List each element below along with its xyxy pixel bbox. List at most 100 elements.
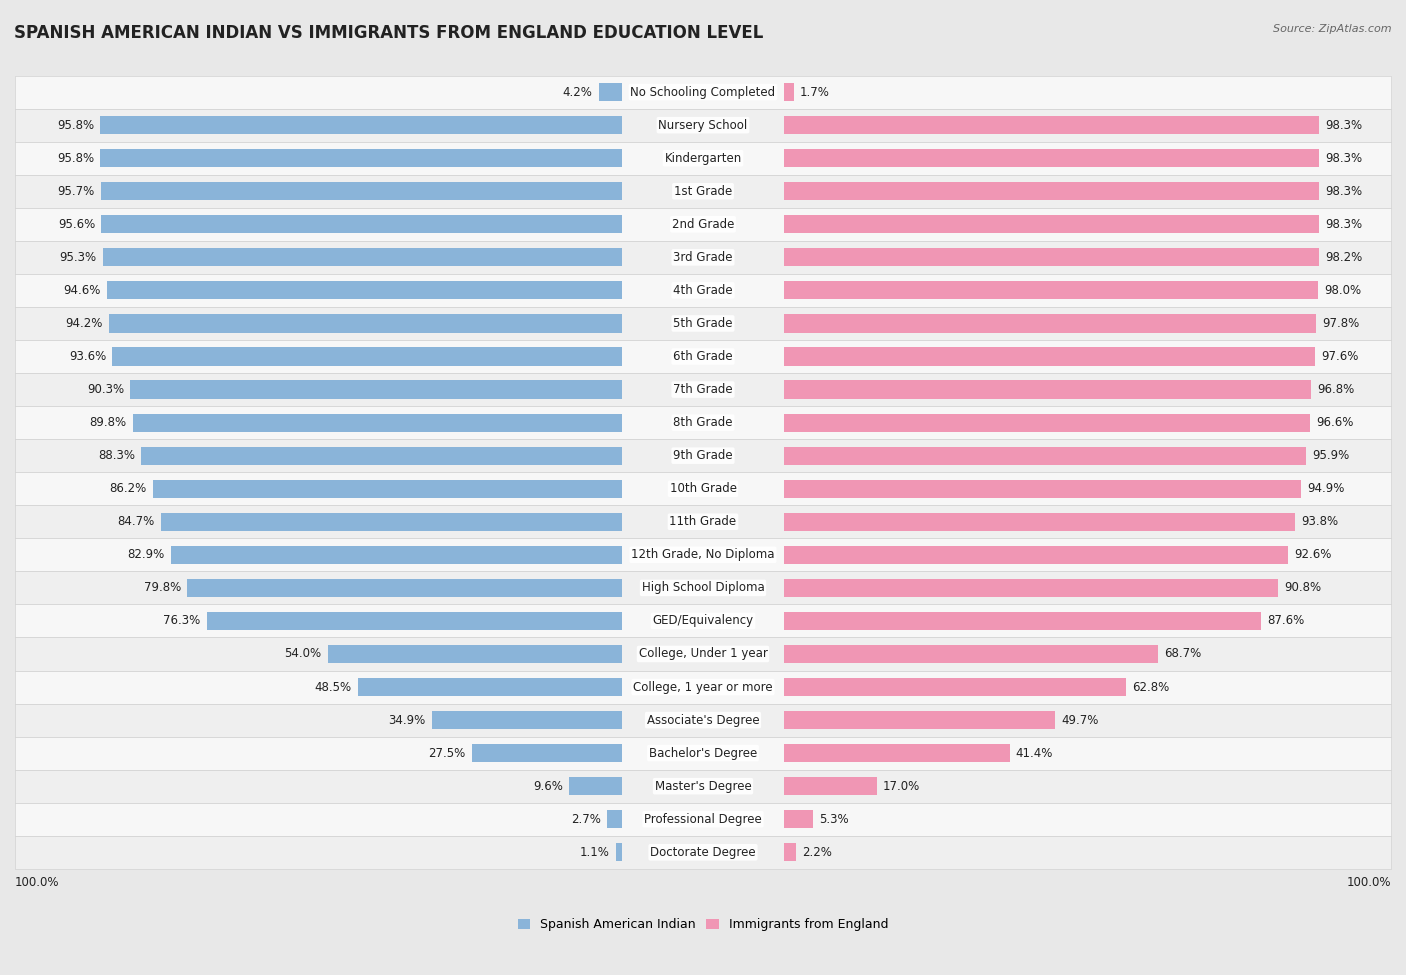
Text: 98.2%: 98.2% xyxy=(1324,251,1362,264)
Bar xyxy=(107,282,621,299)
Bar xyxy=(15,704,1391,736)
Bar xyxy=(785,810,813,829)
Bar xyxy=(134,413,621,432)
Bar xyxy=(785,347,1316,366)
Bar xyxy=(15,769,1391,802)
Bar xyxy=(785,282,1317,299)
Text: 95.6%: 95.6% xyxy=(58,217,96,231)
Bar xyxy=(100,116,621,135)
Bar xyxy=(785,644,1159,663)
Bar xyxy=(153,480,621,498)
Text: 90.8%: 90.8% xyxy=(1285,581,1322,595)
Text: 6th Grade: 6th Grade xyxy=(673,350,733,363)
Bar xyxy=(15,472,1391,505)
Text: 100.0%: 100.0% xyxy=(15,876,59,888)
Text: 90.3%: 90.3% xyxy=(87,383,124,396)
Text: 95.8%: 95.8% xyxy=(58,152,94,165)
Text: 95.9%: 95.9% xyxy=(1312,449,1350,462)
Text: 34.9%: 34.9% xyxy=(388,714,426,726)
Bar xyxy=(15,407,1391,439)
Bar xyxy=(15,836,1391,869)
Text: Master's Degree: Master's Degree xyxy=(655,780,751,793)
Text: 17.0%: 17.0% xyxy=(883,780,921,793)
Text: 9.6%: 9.6% xyxy=(533,780,564,793)
Bar xyxy=(785,182,1319,200)
Text: College, Under 1 year: College, Under 1 year xyxy=(638,647,768,660)
Text: Kindergarten: Kindergarten xyxy=(665,152,741,165)
Bar xyxy=(15,439,1391,472)
Text: 2.2%: 2.2% xyxy=(803,845,832,859)
Bar xyxy=(357,678,621,696)
Text: 68.7%: 68.7% xyxy=(1164,647,1202,660)
Text: GED/Equivalency: GED/Equivalency xyxy=(652,614,754,628)
Bar xyxy=(101,182,621,200)
Legend: Spanish American Indian, Immigrants from England: Spanish American Indian, Immigrants from… xyxy=(513,914,893,936)
Bar xyxy=(15,802,1391,836)
Text: 12th Grade, No Diploma: 12th Grade, No Diploma xyxy=(631,548,775,562)
Bar xyxy=(785,744,1010,762)
Bar xyxy=(432,711,621,729)
Bar xyxy=(15,571,1391,604)
Text: 10th Grade: 10th Grade xyxy=(669,483,737,495)
Text: 94.9%: 94.9% xyxy=(1308,483,1344,495)
Text: 1.1%: 1.1% xyxy=(579,845,609,859)
Bar xyxy=(569,777,621,796)
Text: 89.8%: 89.8% xyxy=(90,416,127,429)
Text: 11th Grade: 11th Grade xyxy=(669,515,737,528)
Bar xyxy=(785,83,793,101)
Bar xyxy=(785,711,1054,729)
Text: 95.3%: 95.3% xyxy=(59,251,97,264)
Text: 94.6%: 94.6% xyxy=(63,284,101,297)
Bar xyxy=(785,579,1278,597)
Bar xyxy=(785,249,1319,266)
Text: 4th Grade: 4th Grade xyxy=(673,284,733,297)
Text: No Schooling Completed: No Schooling Completed xyxy=(630,86,776,98)
Text: SPANISH AMERICAN INDIAN VS IMMIGRANTS FROM ENGLAND EDUCATION LEVEL: SPANISH AMERICAN INDIAN VS IMMIGRANTS FR… xyxy=(14,24,763,42)
Text: Professional Degree: Professional Degree xyxy=(644,813,762,826)
Text: 1st Grade: 1st Grade xyxy=(673,184,733,198)
Text: College, 1 year or more: College, 1 year or more xyxy=(633,681,773,693)
Text: 2nd Grade: 2nd Grade xyxy=(672,217,734,231)
Text: 4.2%: 4.2% xyxy=(562,86,592,98)
Bar xyxy=(785,149,1319,168)
Bar xyxy=(785,612,1261,630)
Text: 88.3%: 88.3% xyxy=(98,449,135,462)
Text: 95.8%: 95.8% xyxy=(58,119,94,132)
Bar xyxy=(785,480,1301,498)
Bar xyxy=(112,347,621,366)
Text: Nursery School: Nursery School xyxy=(658,119,748,132)
Bar xyxy=(15,76,1391,108)
Text: 79.8%: 79.8% xyxy=(143,581,181,595)
Text: Doctorate Degree: Doctorate Degree xyxy=(650,845,756,859)
Bar xyxy=(15,208,1391,241)
Bar xyxy=(131,380,621,399)
Bar xyxy=(607,810,621,829)
Bar xyxy=(15,736,1391,769)
Bar xyxy=(103,249,621,266)
Bar xyxy=(15,274,1391,307)
Bar xyxy=(15,141,1391,175)
Text: 3rd Grade: 3rd Grade xyxy=(673,251,733,264)
Bar xyxy=(785,413,1310,432)
Text: 48.5%: 48.5% xyxy=(315,681,352,693)
Bar xyxy=(785,380,1310,399)
Text: 95.7%: 95.7% xyxy=(58,184,94,198)
Bar xyxy=(15,307,1391,340)
Bar xyxy=(15,373,1391,407)
Text: 8th Grade: 8th Grade xyxy=(673,416,733,429)
Bar xyxy=(15,340,1391,373)
Bar xyxy=(15,175,1391,208)
Text: 82.9%: 82.9% xyxy=(127,548,165,562)
Bar xyxy=(785,513,1295,530)
Bar xyxy=(207,612,621,630)
Text: 94.2%: 94.2% xyxy=(66,317,103,330)
Bar xyxy=(110,314,621,332)
Text: 84.7%: 84.7% xyxy=(117,515,155,528)
Bar xyxy=(785,546,1288,564)
Text: 97.8%: 97.8% xyxy=(1323,317,1360,330)
Text: 49.7%: 49.7% xyxy=(1062,714,1098,726)
Text: 1.7%: 1.7% xyxy=(800,86,830,98)
Text: 98.3%: 98.3% xyxy=(1326,119,1362,132)
Text: 98.3%: 98.3% xyxy=(1326,217,1362,231)
Bar xyxy=(328,644,621,663)
